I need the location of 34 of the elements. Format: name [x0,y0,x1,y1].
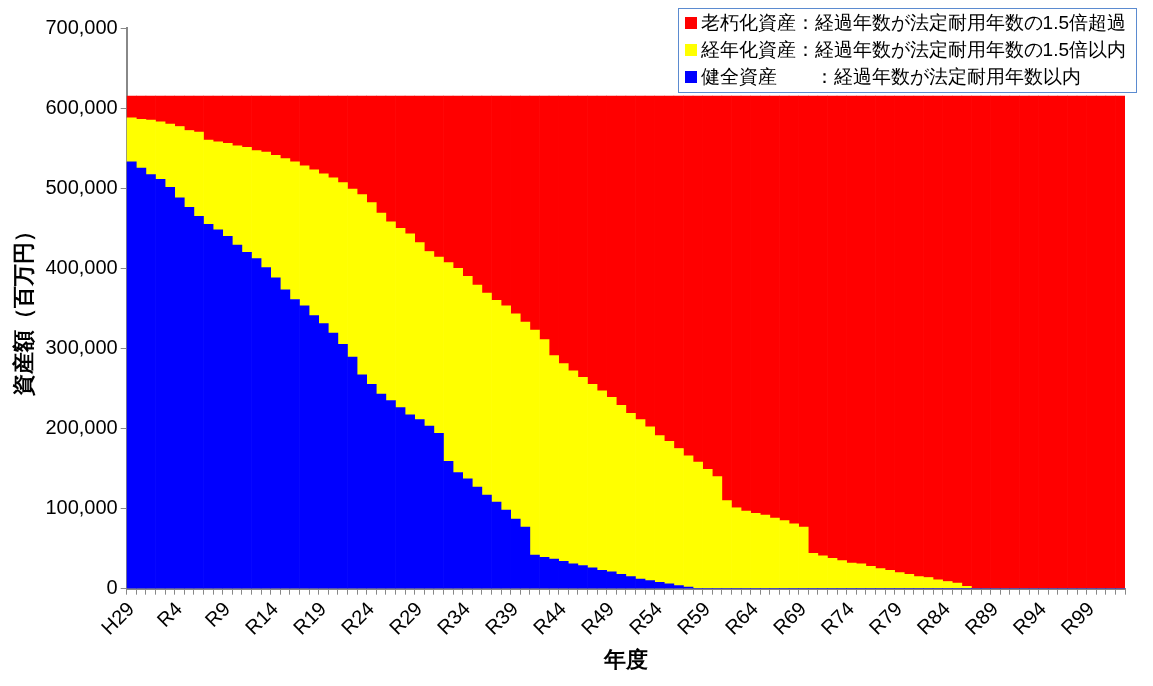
x-tick-label: R79 [864,597,907,639]
x-tick-label: R74 [816,597,859,639]
x-tick-label: R14 [240,597,283,639]
y-tick-label: 200,000 [45,416,118,439]
x-axis-title: 年度 [602,646,648,672]
x-tick-label: R69 [768,597,811,639]
x-tick-label: R9 [200,597,235,631]
x-tick-label: R49 [576,597,619,639]
y-tick-label: 0 [106,576,118,599]
x-tick-label: H29 [96,597,139,639]
x-tick-label: R34 [432,597,475,639]
y-tick-label: 100,000 [45,496,118,519]
x-tick-label: R94 [1008,597,1051,639]
x-tick-label: R54 [624,597,667,639]
x-tick-label: R89 [960,597,1003,639]
x-tick-label: R64 [720,597,763,639]
x-tick-label: R4 [152,597,187,631]
x-tick-label: R29 [384,597,427,639]
y-tick-label: 700,000 [45,15,118,38]
legend-label: 経年化資産：経過年数が法定耐用年数の1.5倍以内 [700,38,1126,62]
y-tick-label: 500,000 [45,175,118,198]
x-tick-label: R19 [288,597,331,639]
legend-label: 健全資産 ：経過年数が法定耐用年数以内 [700,65,1081,89]
x-tick-label: R84 [912,597,955,639]
x-tick-label: R44 [528,597,571,639]
x-tick-label: R99 [1056,597,1099,639]
x-tick-label: R39 [480,597,523,639]
y-tick-label: 600,000 [45,95,118,118]
legend-label: 老朽化資産：経過年数が法定耐用年数の1.5倍超過 [700,11,1126,35]
y-tick-label: 400,000 [45,255,118,278]
y-axis-title: 資産額（百万円） [11,220,37,398]
x-tick-label: R59 [672,597,715,639]
y-tick-label: 300,000 [45,335,118,358]
x-tick-label: R24 [336,597,379,639]
